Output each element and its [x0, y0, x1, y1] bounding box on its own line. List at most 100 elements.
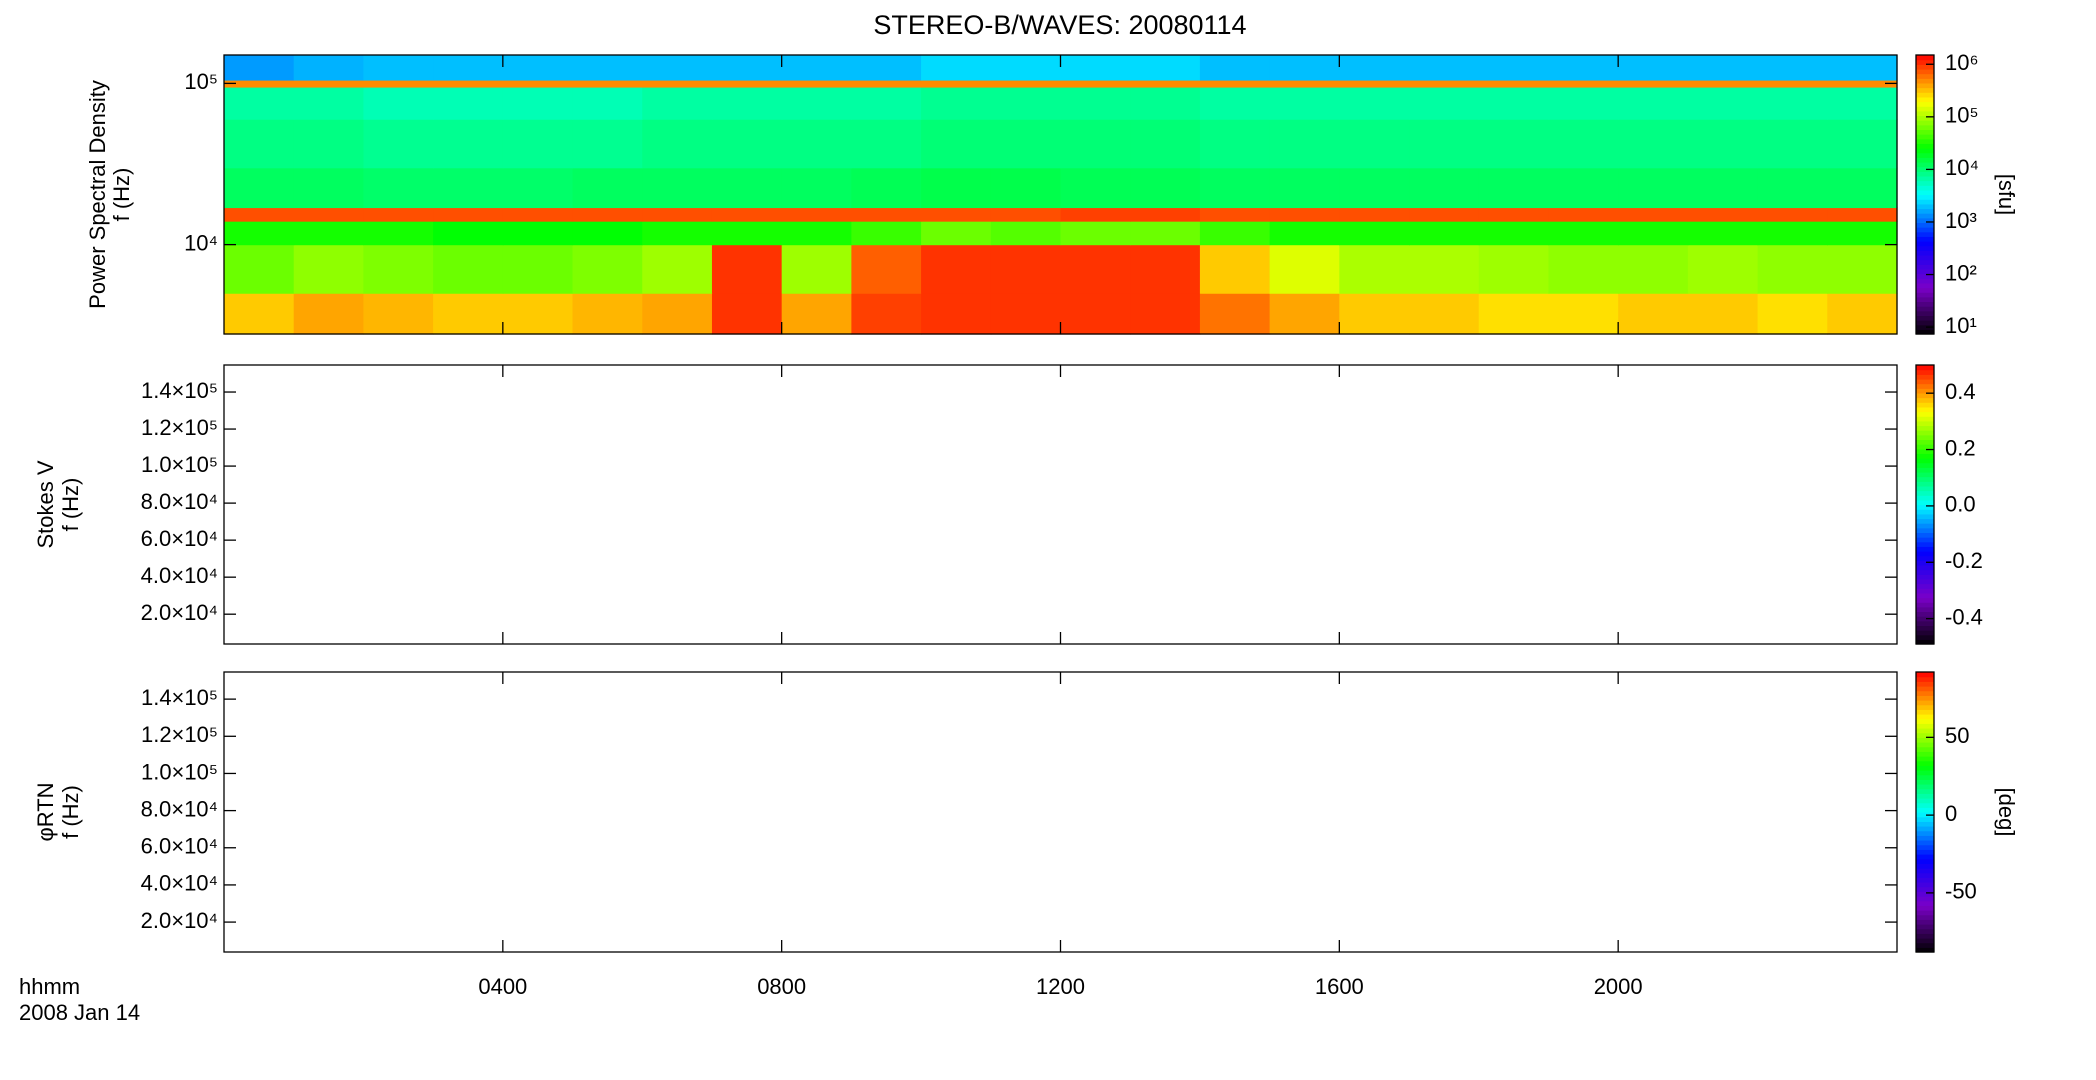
spectrogram-cell [781, 86, 852, 120]
colorbar-segment [1916, 588, 1934, 594]
spectrogram-cell [1269, 86, 1340, 120]
spectrogram-cell [1548, 293, 1619, 335]
spectrogram-cell [224, 119, 295, 169]
spectrogram-cell [224, 207, 295, 222]
spectrogram-cell [851, 293, 922, 335]
colorbar-segment [1916, 68, 1934, 75]
spectrogram-cell [1339, 293, 1410, 335]
colorbar-segment [1916, 194, 1934, 200]
spectrogram-cell [711, 119, 783, 169]
spectrogram-cell [572, 293, 643, 335]
colorbar-segment [1916, 793, 1934, 799]
spectrogram-cell [363, 86, 434, 120]
colorbar-segment [1916, 723, 1934, 729]
colorbar-segment [1916, 324, 1934, 330]
spectrogram-cell [642, 86, 713, 120]
spectrogram-cell [1060, 86, 1131, 120]
colorbar-segment [1916, 611, 1934, 617]
spectrogram-cell [1618, 119, 1689, 169]
colorbar-segment [1916, 821, 1934, 827]
colorbar-segment [1916, 574, 1934, 580]
spectrogram-cell [433, 119, 504, 169]
spectrogram-cell [1339, 79, 1410, 88]
spectrogram-cell [851, 221, 922, 246]
colorbar-segment [1916, 458, 1934, 464]
colorbar-segment [1916, 101, 1934, 107]
spectrogram-cell [1130, 167, 1201, 209]
colorbar-segment [1916, 138, 1934, 144]
y-axis-label: f (Hz) [58, 785, 83, 839]
spectrogram-cell [1269, 119, 1340, 169]
spectrogram-cell [572, 55, 643, 81]
x-tick-label: 0400 [478, 974, 527, 999]
colorbar-tick-label: -0.2 [1945, 548, 1983, 573]
spectrogram-cell [1199, 79, 1271, 88]
colorbar-segment [1916, 560, 1934, 566]
spectrogram-cell [1757, 207, 1828, 222]
colorbar-segment [1916, 756, 1934, 762]
colorbar-segment [1916, 709, 1934, 715]
colorbar-segment [1916, 64, 1934, 70]
colorbar-segment [1916, 812, 1934, 818]
spectrogram-cell [851, 86, 922, 120]
spectrogram-cell [1827, 207, 1898, 222]
spectrogram-cell [363, 79, 434, 88]
colorbar-segment [1916, 161, 1934, 168]
colorbar-segment [1916, 523, 1934, 529]
colorbar-segment [1916, 928, 1934, 934]
spectrogram-cell [433, 167, 504, 209]
spectrogram-cell [1478, 244, 1550, 294]
colorbar-label: [deg] [1994, 788, 2019, 837]
colorbar-segment [1916, 914, 1934, 920]
spectrogram-cell [293, 221, 365, 246]
spectrogram-cell [1339, 167, 1410, 209]
colorbar-segment [1916, 910, 1934, 916]
colorbar-segment [1916, 704, 1934, 710]
colorbar-segment [1916, 527, 1934, 533]
colorbar-segment [1916, 453, 1934, 459]
spectrogram-cell [1269, 244, 1340, 294]
spectrogram-cell [1199, 244, 1271, 294]
colorbar-segment [1916, 625, 1934, 631]
colorbar-tick-label: 10⁵ [1945, 103, 1979, 128]
colorbar-segment [1916, 388, 1934, 394]
colorbar-segment [1916, 208, 1934, 214]
spectrogram-cell [363, 167, 434, 209]
spectrogram-cell [1757, 79, 1828, 88]
colorbar-segment [1916, 518, 1934, 524]
colorbar-segment [1916, 938, 1934, 944]
spectrogram-cell [1339, 86, 1410, 120]
colorbar-segment [1916, 639, 1934, 645]
colorbar-segment [1916, 551, 1934, 557]
colorbar-segment [1916, 292, 1934, 298]
colorbar-segment [1916, 241, 1934, 247]
colorbar-segment [1916, 592, 1934, 599]
spectrogram-cell [1409, 221, 1480, 246]
colorbar-segment [1916, 306, 1934, 312]
colorbar-segment [1916, 858, 1934, 864]
spectrogram-cell [1687, 86, 1759, 120]
colorbar-segment [1916, 718, 1934, 724]
spectrogram-cell [921, 293, 992, 335]
spectrogram-cell [1060, 207, 1131, 222]
colorbar-segment [1916, 779, 1934, 785]
spectrogram-cell [1687, 55, 1759, 81]
spectrogram-cell [642, 119, 713, 169]
x-axis-label: hhmm [19, 974, 80, 999]
spectrogram-cell [851, 244, 922, 294]
spectrogram-cell [1409, 244, 1480, 294]
colorbar-segment [1916, 115, 1934, 121]
colorbar-segment [1916, 203, 1934, 210]
colorbar-segment [1916, 301, 1934, 307]
spectrogram-cell [1199, 55, 1271, 81]
colorbar-segment [1916, 320, 1934, 326]
spectrogram-cell [990, 167, 1062, 209]
colorbar-segment [1916, 732, 1934, 738]
spectrogram-cell [1827, 167, 1898, 209]
spectrogram-cell [711, 244, 783, 294]
spectrogram-cell [433, 79, 504, 88]
spectrogram-cell [990, 207, 1062, 222]
spectrogram-cell [1409, 79, 1480, 88]
colorbar-tick-label: 10⁴ [1945, 155, 1979, 180]
spectrogram-cell [1409, 55, 1480, 81]
